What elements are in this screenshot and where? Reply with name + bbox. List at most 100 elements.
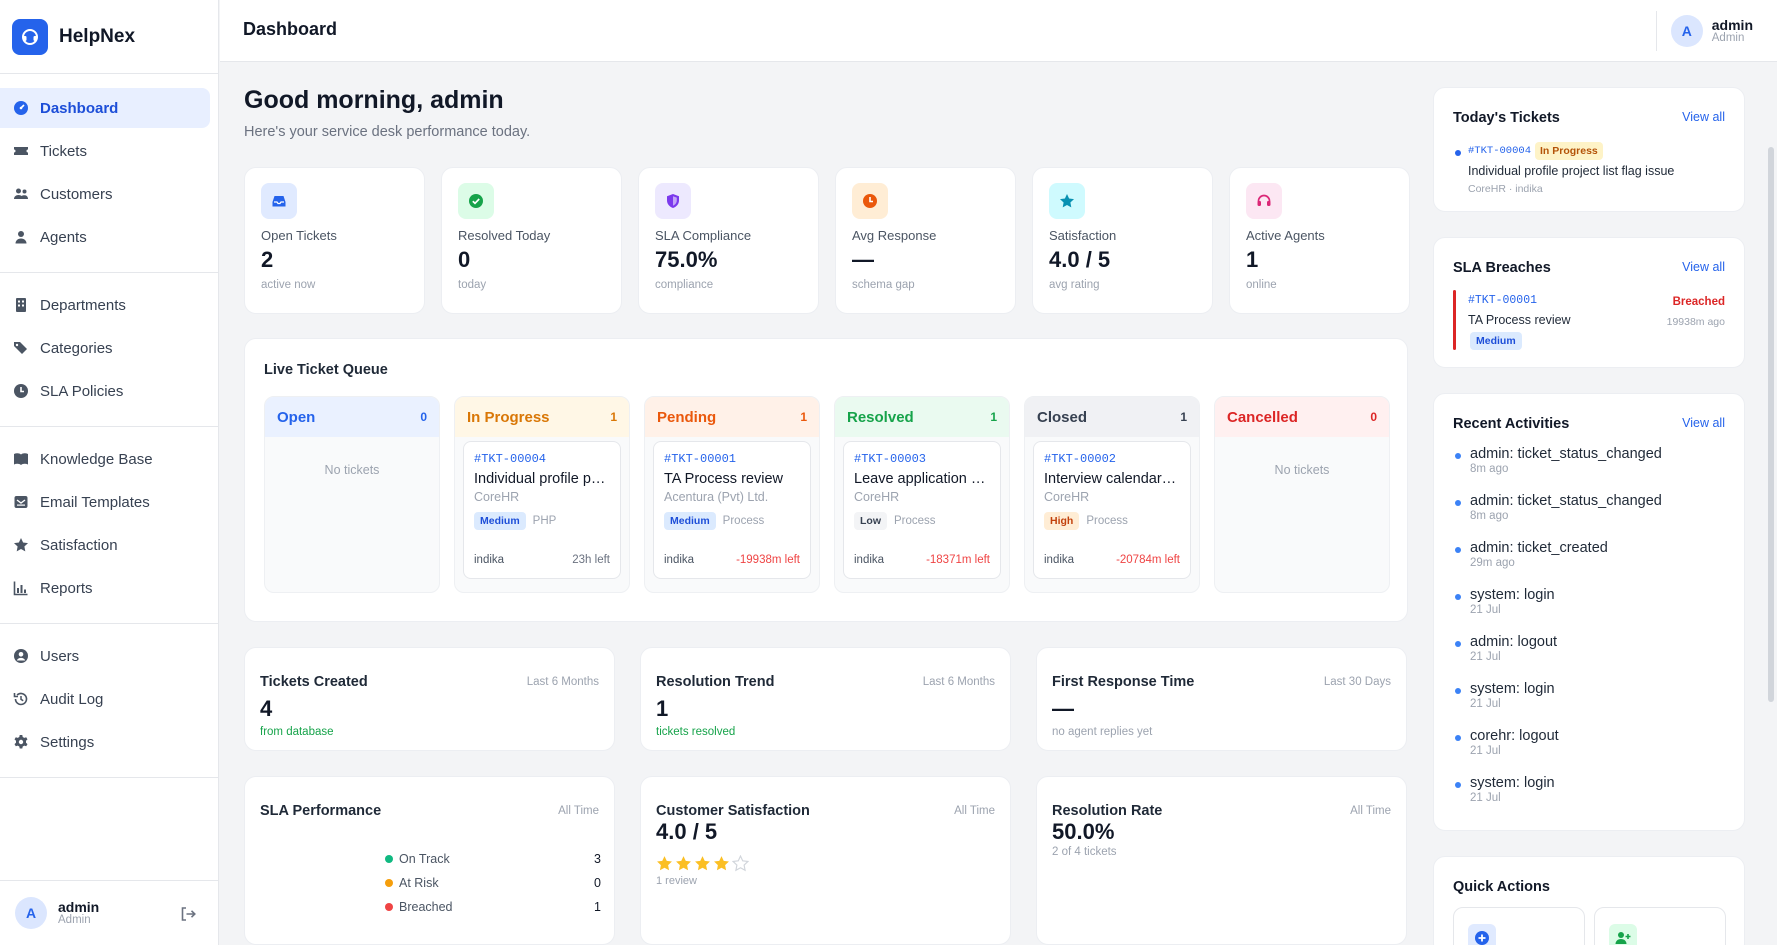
view-all-link[interactable]: View all xyxy=(1682,260,1725,274)
ticket-title[interactable]: TA Process review xyxy=(1468,313,1571,327)
customer-satisfaction-card[interactable]: Customer Satisfaction All Time 4.0 / 5 1… xyxy=(640,776,1011,945)
scrollbar-thumb[interactable] xyxy=(1768,147,1774,702)
ticket-title[interactable]: Leave application approval issue xyxy=(854,471,990,487)
ticket-title[interactable]: TA Process review xyxy=(664,471,783,487)
resolution-trend-card[interactable]: Resolution Trend Last 6 Months 1 tickets… xyxy=(640,647,1011,751)
ticket-id[interactable]: #TKT-00004 xyxy=(1468,145,1532,157)
resolution-rate-card[interactable]: Resolution Rate All Time 50.0% 2 of 4 ti… xyxy=(1036,776,1407,945)
card-value: 4 xyxy=(260,696,273,721)
ticket-customer: CoreHR xyxy=(854,490,900,504)
sidebar-user[interactable]: A admin Admin xyxy=(0,880,219,945)
sidebar-item-agents[interactable]: Agents xyxy=(0,217,210,257)
ticket-category: Process xyxy=(894,515,936,527)
sidebar-item-audit-log[interactable]: Audit Log xyxy=(0,679,210,719)
queue-column-cancelled: Cancelled 0 No tickets xyxy=(1214,396,1390,593)
sidebar-item-settings[interactable]: Settings xyxy=(0,722,210,762)
stat-card-active-agents[interactable]: Active Agents 1 online xyxy=(1229,167,1410,314)
empty-state: No tickets xyxy=(324,463,380,477)
view-all-link[interactable]: View all xyxy=(1682,416,1725,430)
tickets-created-card[interactable]: Tickets Created Last 6 Months 4 from dat… xyxy=(244,647,615,751)
logout-icon[interactable] xyxy=(179,905,197,923)
quick-action-new-ticket[interactable] xyxy=(1453,907,1585,945)
topbar-user-role: Admin xyxy=(1711,32,1745,45)
topbar-user-menu[interactable]: A admin Admin xyxy=(1655,11,1753,51)
stat-card-avg-response[interactable]: Avg Response — schema gap xyxy=(835,167,1016,314)
ticket-card[interactable]: #TKT-00003 Leave application approval iss… xyxy=(843,441,1001,579)
stat-card-sla-compliance[interactable]: SLA Compliance 75.0% compliance xyxy=(638,167,819,314)
card-range: All Time xyxy=(954,805,995,817)
activity-item[interactable]: admin: ticket_status_changed 8m ago xyxy=(1453,446,1662,493)
column-count: 0 xyxy=(1370,410,1377,424)
activity-item[interactable]: admin: ticket_created 29m ago xyxy=(1453,540,1662,587)
bullet-dot xyxy=(1455,453,1461,459)
sidebar-item-satisfaction[interactable]: Satisfaction xyxy=(0,525,210,565)
ticket-title[interactable]: Individual profile project list flag iss… xyxy=(474,471,610,487)
ticket-card[interactable]: #TKT-00001 TA Process review Acentura (Pvt… xyxy=(653,441,811,579)
sidebar-item-knowledge-base[interactable]: Knowledge Base xyxy=(0,439,210,479)
users-icon xyxy=(13,186,29,202)
star-icon xyxy=(13,537,29,553)
bullet-dot xyxy=(1455,150,1461,156)
star-rating xyxy=(656,854,750,877)
sidebar-item-sla-policies[interactable]: SLA Policies xyxy=(0,371,210,411)
scrollbar[interactable] xyxy=(1765,62,1777,945)
column-count: 1 xyxy=(1180,410,1187,424)
column-name: Cancelled xyxy=(1227,408,1298,426)
clock-icon xyxy=(852,183,888,219)
activity-item[interactable]: corehr: logout 21 Jul xyxy=(1453,728,1662,775)
ticket-card[interactable]: #TKT-00002 Interview calendar sync issue C… xyxy=(1033,441,1191,579)
gauge-icon xyxy=(13,100,29,116)
ticket-id[interactable]: #TKT-00004 xyxy=(474,452,547,466)
legend-item-at-risk: At Risk 0 xyxy=(385,871,601,895)
column-count: 1 xyxy=(990,410,997,424)
stat-card-satisfaction[interactable]: Satisfaction 4.0 / 5 avg rating xyxy=(1032,167,1213,314)
star-filled-icon xyxy=(713,855,730,877)
ticket-id[interactable]: #TKT-00003 xyxy=(854,452,927,466)
stat-label: Open Tickets xyxy=(261,228,337,243)
stat-value: 4.0 / 5 xyxy=(1049,247,1111,272)
ticket-category: Process xyxy=(722,515,765,527)
activity-item[interactable]: system: login 21 Jul xyxy=(1453,775,1662,822)
brand[interactable]: HelpNex xyxy=(0,0,218,74)
activity-text: system: login xyxy=(1470,681,1555,697)
ticket-title[interactable]: Interview calendar sync issue xyxy=(1044,471,1180,487)
ticket-card[interactable]: #TKT-00004 Individual profile project lis… xyxy=(463,441,621,579)
legend-item-breached: Breached 1 xyxy=(385,895,601,919)
sla-performance-card[interactable]: SLA Performance All Time On Track 3 At Ris… xyxy=(244,776,615,945)
user-circle-icon xyxy=(13,648,29,664)
stat-card-resolved-today[interactable]: Resolved Today 0 today xyxy=(441,167,622,314)
activity-item[interactable]: system: login 21 Jul xyxy=(1453,681,1662,728)
sidebar: HelpNex Dashboard Tickets Customers Agents D… xyxy=(0,0,219,945)
ticket-id[interactable]: #TKT-00001 xyxy=(664,452,737,466)
sidebar-item-customers[interactable]: Customers xyxy=(0,174,210,214)
quick-action-add-customer[interactable] xyxy=(1594,907,1726,945)
first-response-card[interactable]: First Response Time Last 30 Days — no ag… xyxy=(1036,647,1407,751)
card-range: All Time xyxy=(1350,805,1391,817)
ticket-category: PHP xyxy=(532,515,557,527)
nav-group: Knowledge Base Email Templates Satisfactio… xyxy=(0,427,218,624)
ticket-title[interactable]: Individual profile project list flag iss… xyxy=(1468,164,1675,178)
queue-column-header: Pending 1 xyxy=(645,397,819,437)
activity-item[interactable]: admin: ticket_status_changed 8m ago xyxy=(1453,493,1662,540)
view-all-link[interactable]: View all xyxy=(1682,110,1725,124)
ticket-id[interactable]: #TKT-00001 xyxy=(1468,294,1538,307)
stat-card-open-tickets[interactable]: Open Tickets 2 active now xyxy=(244,167,425,314)
card-title: SLA Performance xyxy=(260,803,382,819)
sidebar-item-categories[interactable]: Categories xyxy=(0,328,210,368)
activity-item[interactable]: admin: logout 21 Jul xyxy=(1453,634,1662,681)
sidebar-item-departments[interactable]: Departments xyxy=(0,285,210,325)
stat-label: Avg Response xyxy=(852,228,937,243)
sidebar-user-role: Admin xyxy=(58,914,91,927)
sidebar-item-reports[interactable]: Reports xyxy=(0,568,210,608)
sidebar-item-users[interactable]: Users xyxy=(0,636,210,676)
sidebar-item-dashboard[interactable]: Dashboard xyxy=(0,88,210,128)
plus-circle-icon xyxy=(1468,924,1496,945)
sidebar-item-email-templates[interactable]: Email Templates xyxy=(0,482,210,522)
ticket-id[interactable]: #TKT-00002 xyxy=(1044,452,1117,466)
stat-sub: online xyxy=(1246,279,1277,291)
column-name: In Progress xyxy=(467,408,550,426)
activity-item[interactable]: system: login 21 Jul xyxy=(1453,587,1662,634)
queue-column-resolved: Resolved 1 #TKT-00003 Leave application app… xyxy=(834,396,1010,593)
sidebar-item-tickets[interactable]: Tickets xyxy=(0,131,210,171)
sidebar-item-label: Customers xyxy=(40,185,113,203)
